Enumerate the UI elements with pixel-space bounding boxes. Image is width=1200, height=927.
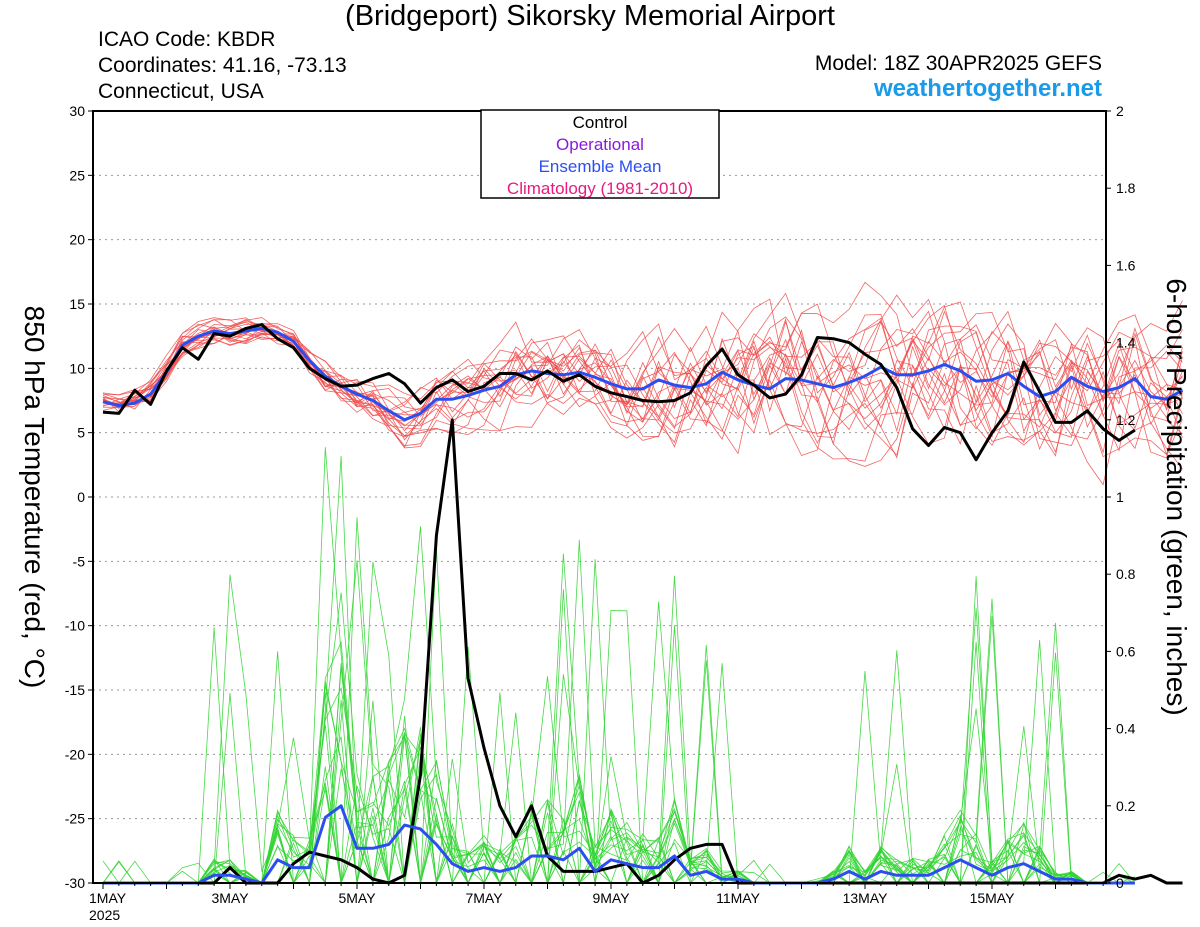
x-tick-label: 7MAY [465,890,503,906]
legend-entry: Control [573,113,628,132]
x-tick-label: 9MAY [592,890,630,906]
x-tick-sublabel: 2025 [89,907,120,923]
precipitation-member-line [103,447,1135,884]
y2-tick-label: 0.4 [1116,721,1136,737]
y-axis-title: 850 hPa Temperature (red, °C) [19,306,50,689]
y2-tick-label: 1.2 [1116,412,1136,428]
precipitation-member-line [103,576,1136,885]
site-link[interactable]: weathertogether.net [873,75,1102,102]
y-tick-label: -15 [65,682,85,698]
precipitation-members [102,447,1136,885]
y-tick-label: -30 [65,875,85,891]
x-tick-label: 13MAY [843,890,889,906]
ensemble-mean-precipitation-line [103,804,1135,885]
y-tick-label: -5 [73,553,86,569]
legend-entry: Climatology (1981-2010) [507,179,693,198]
y2-tick-label: 1.4 [1116,335,1136,351]
legend-entry: Operational [556,135,644,154]
legend-box [480,109,720,199]
precipitation-member-line [103,608,1136,885]
precipitation-member-line [103,575,1135,885]
y2-tick-label: 0 [1116,875,1124,891]
control-temperature-line [102,323,1136,462]
legend-entry: Ensemble Mean [539,157,662,176]
y2-tick-label: 1.8 [1116,180,1136,196]
y-tick-label: 10 [69,360,85,376]
precipitation-member-line [103,517,1135,885]
y-tick-label: 15 [69,296,85,312]
control-precipitation-line [103,418,1183,885]
ensemble-mean-temperature-line [102,326,1184,422]
icao-code: ICAO Code: KBDR [98,28,276,51]
temperature-member-line [102,324,1183,444]
x-tick-label: 3MAY [211,890,249,906]
y-tick-label: 0 [77,489,85,505]
coordinates: Coordinates: 41.16, -73.13 [98,54,347,77]
x-tick-label: 1MAY [89,890,127,906]
y2-tick-label: 2 [1116,103,1124,119]
y-tick-label: 25 [69,167,85,183]
y-tick-label: 20 [69,232,85,248]
y2-tick-label: 0.2 [1116,798,1136,814]
temperature-member-line [102,292,1183,447]
y-tick-label: 30 [69,103,85,119]
x-tick-label: 15MAY [970,890,1016,906]
location: Connecticut, USA [98,80,264,103]
chart-title: (Bridgeport) Sikorsky Memorial Airport [345,0,835,32]
temperature-member-line [102,310,1183,456]
y-axis-left: 30 25 20 15 10 5 0 -5 -10 -15 -20 -25 -30 [65,103,93,891]
precipitation-member-line [102,598,1135,885]
y-tick-label: -25 [65,811,85,827]
grid [93,174,1106,820]
y2-axis-title: 6-hour Precipitation (green, inches) [1161,278,1192,715]
y-tick-label: -10 [65,618,85,634]
legend: Control Operational Ensemble Mean Climatolo… [480,109,720,199]
y2-tick-label: 1 [1116,489,1124,505]
y-axis-right: 2 1.8 1.6 1.4 1.2 1 0.8 0.6 0.4 0.2 0 [1106,103,1136,891]
x-tick-label: 5MAY [338,890,376,906]
y2-tick-label: 0.8 [1116,566,1136,582]
model-run: Model: 18Z 30APR2025 GEFS [814,52,1102,75]
y2-tick-label: 0.6 [1116,643,1136,659]
y2-tick-label: 1.6 [1116,257,1136,273]
y-tick-label: -20 [65,746,85,762]
temperature-member-line [102,300,1183,448]
y-tick-label: 5 [77,425,85,441]
x-tick-label: 11MAY [716,890,760,906]
